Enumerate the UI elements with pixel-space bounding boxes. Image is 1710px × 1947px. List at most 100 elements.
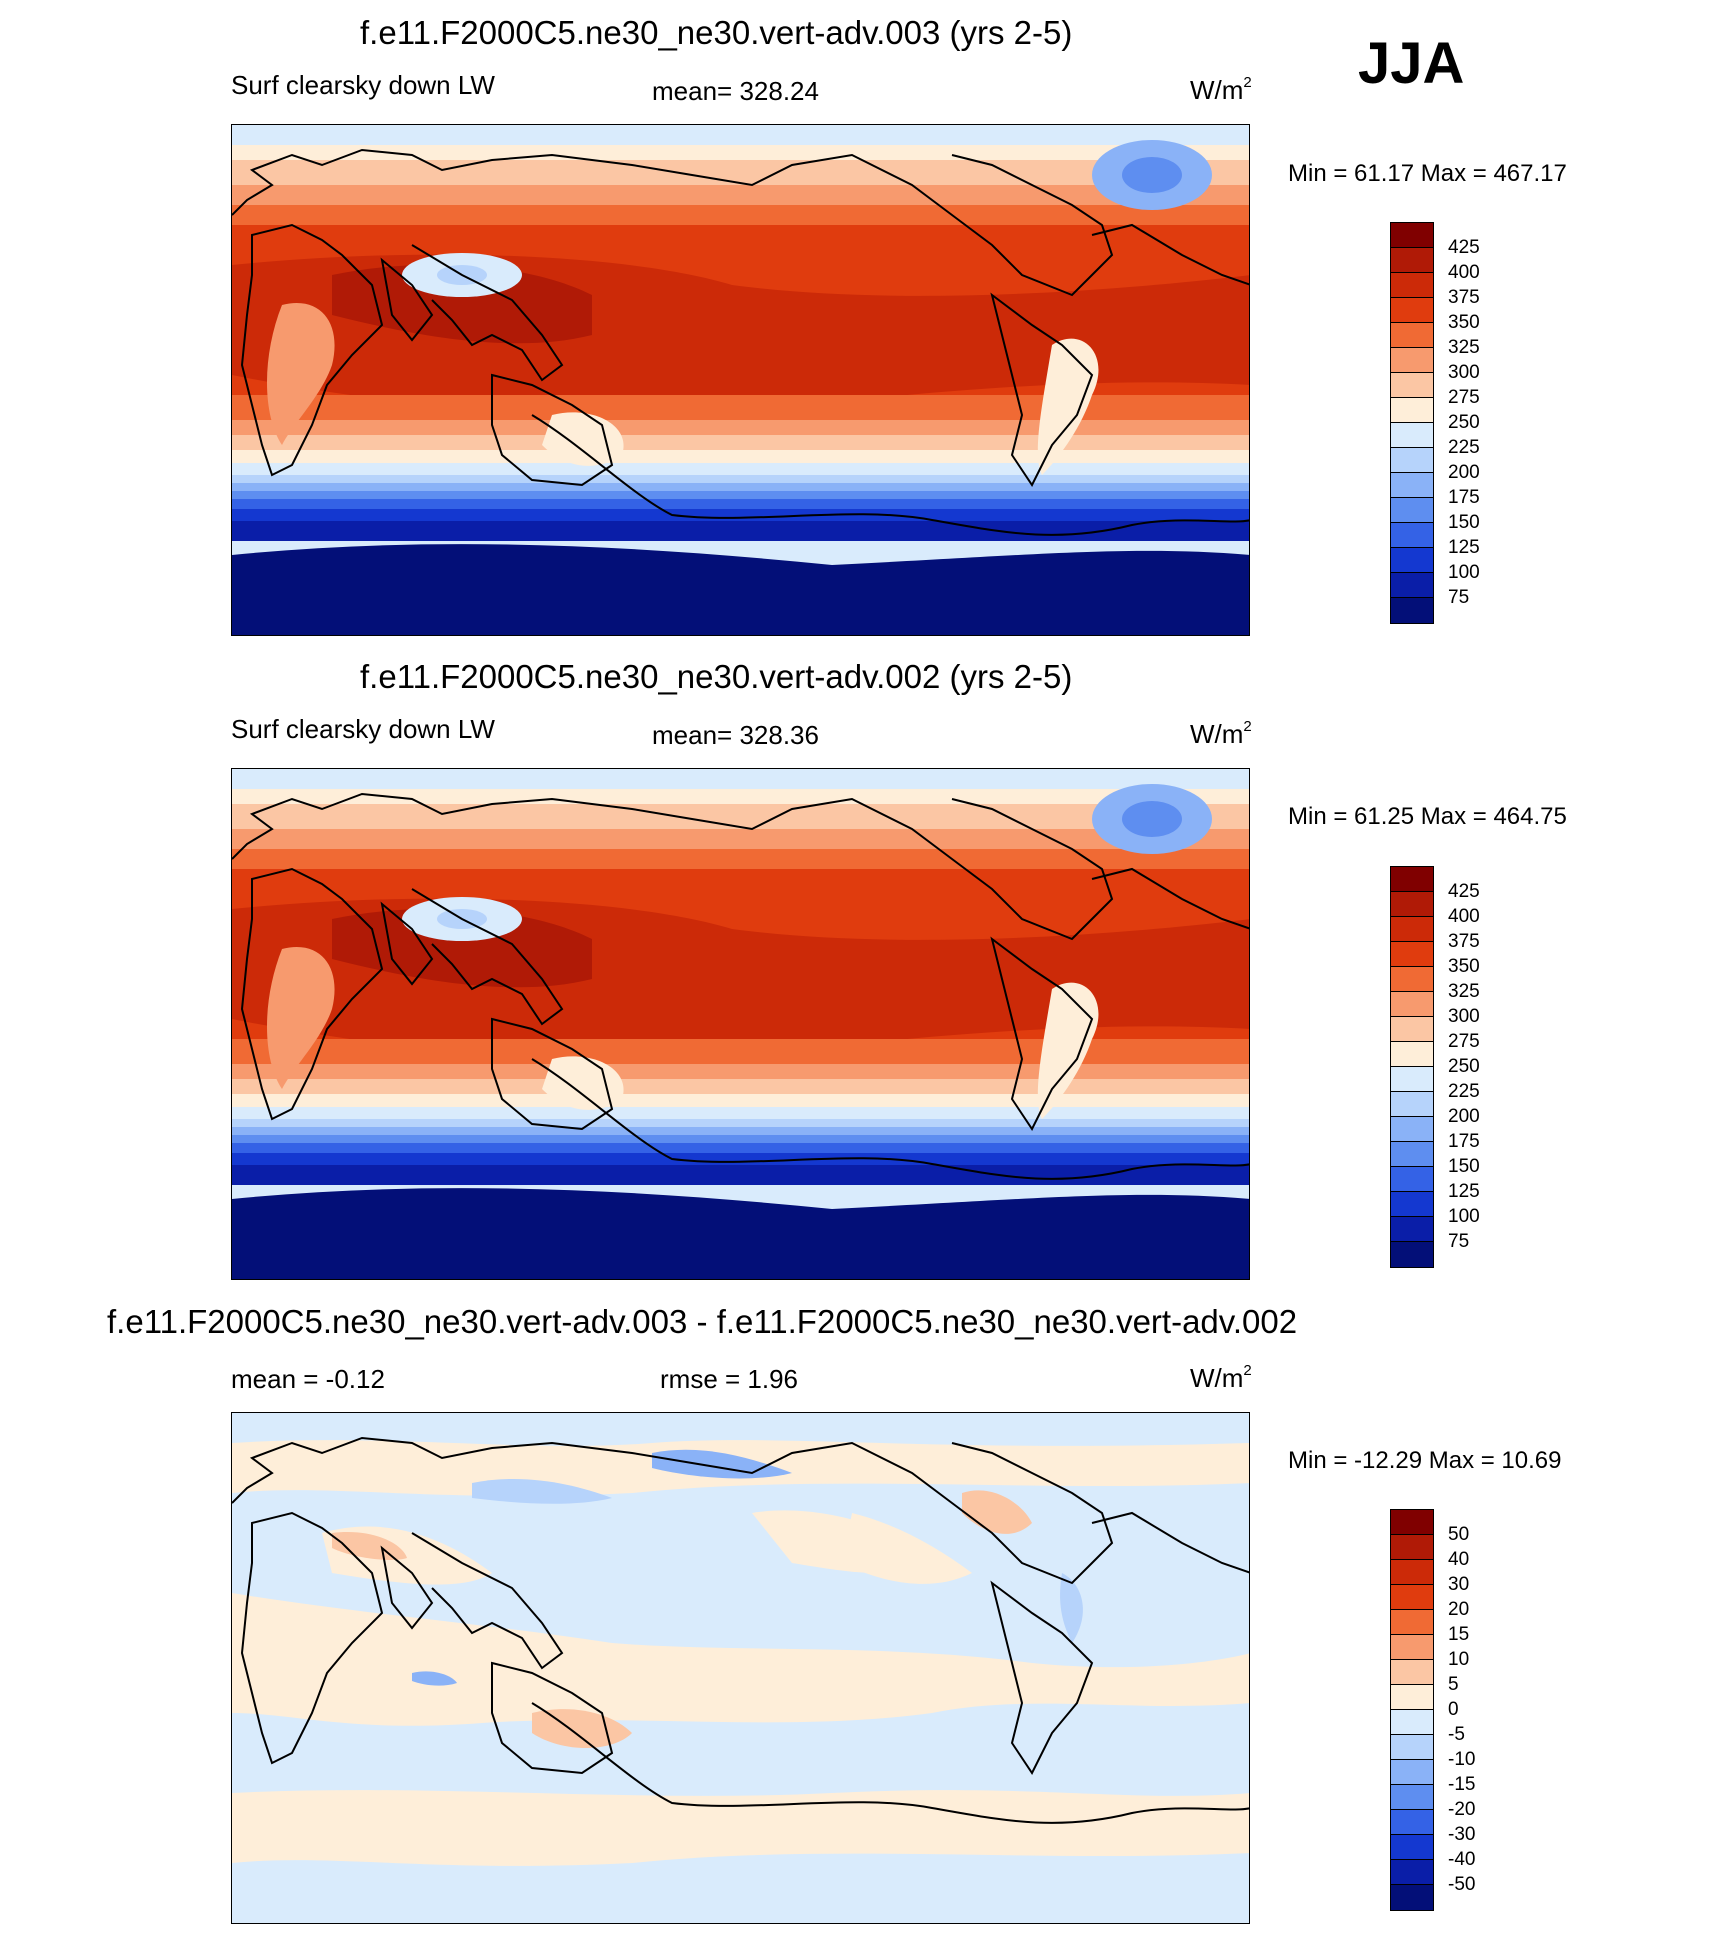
colorbar-tick-label: 100	[1448, 1206, 1480, 1227]
colorbar-swatch	[1391, 892, 1433, 917]
colorbar-tick-label: 225	[1448, 437, 1480, 458]
field-name: Surf clearsky down LW	[231, 714, 495, 744]
colorbar-swatch	[1391, 1635, 1433, 1660]
colorbar-tick-label: 125	[1448, 537, 1480, 558]
colorbar-swatch	[1391, 273, 1433, 298]
colorbar-swatch	[1391, 398, 1433, 423]
units-label: W/m2	[1190, 718, 1252, 749]
colorbar-swatch	[1391, 1242, 1433, 1267]
colorbar-swatch	[1391, 1760, 1433, 1785]
colorbar-swatch	[1391, 1785, 1433, 1810]
colorbar-swatch	[1391, 1710, 1433, 1735]
colorbar-tick-label: 300	[1448, 1006, 1480, 1027]
colorbar	[1390, 866, 1434, 1268]
colorbar-swatch	[1391, 423, 1433, 448]
colorbar-swatch	[1391, 1835, 1433, 1860]
colorbar-tick-label: 275	[1448, 387, 1480, 408]
colorbar-swatch	[1391, 1685, 1433, 1710]
colorbar-tick-label: 425	[1448, 237, 1480, 258]
colorbar-swatch	[1391, 1535, 1433, 1560]
colorbar-tick-label: 350	[1448, 956, 1480, 977]
colorbar-tick-label: -5	[1448, 1724, 1465, 1745]
colorbar-swatch	[1391, 1660, 1433, 1685]
panel-title: f.e11.F2000C5.ne30_ne30.vert-adv.002 (yr…	[360, 658, 1073, 695]
colorbar-tick-label: 20	[1448, 1599, 1470, 1620]
panel-title: f.e11.F2000C5.ne30_ne30.vert-adv.003 - f…	[107, 1303, 1298, 1340]
colorbar-tick-label: 175	[1448, 487, 1480, 508]
map-plot	[231, 1412, 1250, 1924]
colorbar-swatch	[1391, 448, 1433, 473]
colorbar-swatch	[1391, 1142, 1433, 1167]
colorbar-tick-label: 200	[1448, 1106, 1480, 1127]
colorbar-tick-label: 400	[1448, 262, 1480, 283]
colorbar-swatch	[1391, 348, 1433, 373]
colorbar-tick-label: 400	[1448, 906, 1480, 927]
colorbar-swatch	[1391, 298, 1433, 323]
rmse-label: rmse = 1.96	[660, 1364, 799, 1394]
season-label: JJA	[1358, 31, 1465, 96]
minmax-label: Min = 61.17 Max = 467.17	[1288, 160, 1567, 187]
colorbar-swatch	[1391, 992, 1433, 1017]
colorbar-swatch	[1391, 1067, 1433, 1092]
colorbar-swatch	[1391, 1560, 1433, 1585]
colorbar-swatch	[1391, 1585, 1433, 1610]
colorbar-tick-label: 5	[1448, 1674, 1459, 1695]
colorbar-tick-label: 0	[1448, 1699, 1459, 1720]
colorbar-tick-label: 250	[1448, 1056, 1480, 1077]
field-name: Surf clearsky down LW	[231, 70, 495, 100]
map-field	[232, 1413, 1249, 1923]
colorbar-swatch	[1391, 1192, 1433, 1217]
units-label: W/m2	[1190, 1362, 1252, 1393]
colorbar-swatch	[1391, 967, 1433, 992]
colorbar-tick-label: 375	[1448, 931, 1480, 952]
colorbar-swatch	[1391, 573, 1433, 598]
colorbar-tick-label: -40	[1448, 1849, 1476, 1870]
colorbar-tick-label: 375	[1448, 287, 1480, 308]
colorbar-swatch	[1391, 248, 1433, 273]
colorbar-tick-label: 125	[1448, 1181, 1480, 1202]
colorbar-tick-label: 250	[1448, 412, 1480, 433]
map-field	[232, 125, 1249, 635]
colorbar-swatch	[1391, 1092, 1433, 1117]
colorbar-swatch	[1391, 223, 1433, 248]
colorbar-swatch	[1391, 1217, 1433, 1242]
colorbar-tick-label: 350	[1448, 312, 1480, 333]
colorbar	[1390, 1509, 1434, 1911]
colorbar-swatch	[1391, 1510, 1433, 1535]
panel-title: f.e11.F2000C5.ne30_ne30.vert-adv.003 (yr…	[360, 14, 1073, 51]
units-label: W/m2	[1190, 74, 1252, 105]
colorbar-tick-label: 425	[1448, 881, 1480, 902]
colorbar-swatch	[1391, 1860, 1433, 1885]
colorbar-swatch	[1391, 867, 1433, 892]
minmax-label: Min = -12.29 Max = 10.69	[1288, 1447, 1562, 1474]
colorbar-tick-label: 50	[1448, 1524, 1470, 1545]
colorbar-tick-label: -15	[1448, 1774, 1476, 1795]
colorbar-tick-label: 75	[1448, 1231, 1470, 1252]
colorbar-swatch	[1391, 1610, 1433, 1635]
colorbar-tick-label: 75	[1448, 587, 1470, 608]
colorbar-tick-label: 150	[1448, 512, 1480, 533]
colorbar-swatch	[1391, 1810, 1433, 1835]
colorbar-swatch	[1391, 1017, 1433, 1042]
colorbar-tick-label: -10	[1448, 1749, 1476, 1770]
colorbar-tick-label: 275	[1448, 1031, 1480, 1052]
colorbar-swatch	[1391, 1042, 1433, 1067]
map-plot	[231, 768, 1250, 1280]
colorbar-swatch	[1391, 1885, 1433, 1910]
colorbar-swatch	[1391, 373, 1433, 398]
colorbar-tick-label: 225	[1448, 1081, 1480, 1102]
colorbar-swatch	[1391, 323, 1433, 348]
colorbar-swatch	[1391, 1117, 1433, 1142]
colorbar-tick-label: 40	[1448, 1549, 1470, 1570]
colorbar-tick-label: 100	[1448, 562, 1480, 583]
colorbar-tick-label: 150	[1448, 1156, 1480, 1177]
colorbar-tick-label: -30	[1448, 1824, 1476, 1845]
colorbar-swatch	[1391, 598, 1433, 623]
colorbar-tick-label: 10	[1448, 1649, 1470, 1670]
map-plot	[231, 124, 1250, 636]
mean-label: mean= 328.24	[652, 76, 819, 106]
colorbar-swatch	[1391, 1735, 1433, 1760]
colorbar-tick-label: -50	[1448, 1874, 1476, 1895]
colorbar-swatch	[1391, 498, 1433, 523]
colorbar-tick-label: 175	[1448, 1131, 1480, 1152]
